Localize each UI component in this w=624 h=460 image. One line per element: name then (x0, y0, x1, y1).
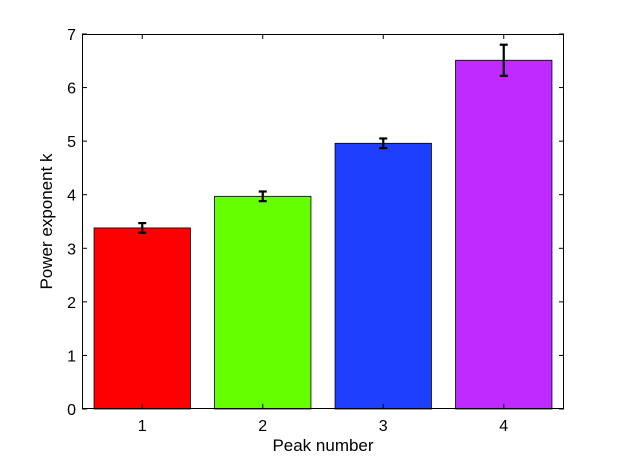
y-tick-label-4: 4 (67, 188, 76, 205)
ticks-layer: 1 2 3 4 0 1 2 3 4 5 6 7 (67, 27, 564, 435)
error-bar-2 (258, 190, 267, 203)
y-axis-label: Power exponent k (37, 153, 56, 290)
y-tick-label-1: 1 (67, 348, 76, 365)
x-axis-label: Peak number (272, 436, 373, 455)
x-tick-label-4: 4 (499, 418, 508, 435)
bar-1 (93, 227, 191, 410)
error-bars-layer (138, 43, 508, 234)
bars-layer (93, 59, 553, 410)
plot-frame (82, 34, 564, 409)
x-tick-label-2: 2 (258, 418, 267, 435)
y-tick-label-5: 5 (67, 134, 76, 151)
bar-4 (455, 59, 553, 410)
bar-3 (334, 142, 432, 410)
x-tick-label-3: 3 (379, 418, 388, 435)
x-tick-label-1: 1 (138, 418, 147, 435)
error-bar-4 (499, 43, 508, 77)
y-tick-label-2: 2 (67, 295, 76, 312)
y-tick-label-3: 3 (67, 241, 76, 258)
y-tick-label-6: 6 (67, 81, 76, 98)
error-bar-1 (138, 222, 147, 234)
bar-2 (214, 195, 312, 410)
y-tick-label-7: 7 (67, 27, 76, 44)
y-tick-label-0: 0 (67, 402, 76, 419)
error-bar-3 (379, 137, 388, 150)
